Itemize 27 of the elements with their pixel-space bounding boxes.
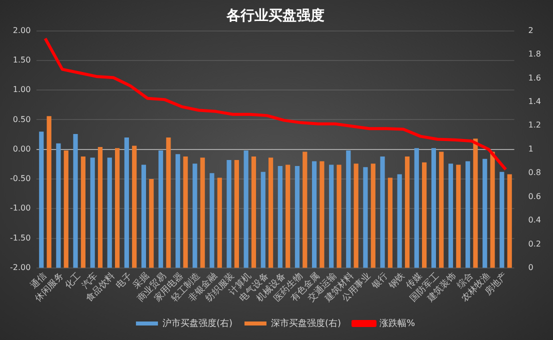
y2-tick-label: 1 <box>528 144 534 154</box>
y-tick-label: 2.00 <box>12 26 31 35</box>
y-tick-label: 1.50 <box>12 56 31 65</box>
legend-label: 深市买盘强度(右) <box>270 318 342 329</box>
legend-label: 沪市买盘强度(右) <box>162 318 232 329</box>
y-tick-label: -1.50 <box>10 233 31 242</box>
y2-tick-label: 0.8 <box>528 168 542 178</box>
y2-tick-label: 1.6 <box>528 73 542 82</box>
y-tick-label: 1.00 <box>12 85 31 94</box>
y-tick-label: 0.00 <box>12 144 31 154</box>
y2-tick-label: 0.6 <box>528 192 542 201</box>
y-tick-label: -1.00 <box>10 204 31 213</box>
y-tick-label: 0.50 <box>12 114 31 124</box>
y2-tick-label: 2 <box>528 26 534 35</box>
y2-tick-label: 0 <box>528 262 534 272</box>
chart-title: 各行业买盘强度 <box>226 7 324 24</box>
y2-tick-label: 1.2 <box>528 120 542 130</box>
x-tick-label: 化工 <box>62 270 84 292</box>
y2-tick-label: 0.2 <box>528 239 542 248</box>
y-tick-label: -2.00 <box>10 262 31 272</box>
legend-label: 涨跌幅% <box>379 318 416 329</box>
y2-tick-label: 0.4 <box>528 216 542 225</box>
x-tick-label: 钢铁 <box>386 270 408 292</box>
y2-tick-label: 1.4 <box>528 97 542 106</box>
y2-tick-label: 1.8 <box>528 50 542 59</box>
x-tick-label: 电子 <box>114 270 134 292</box>
y-tick-label: -0.50 <box>10 174 31 184</box>
